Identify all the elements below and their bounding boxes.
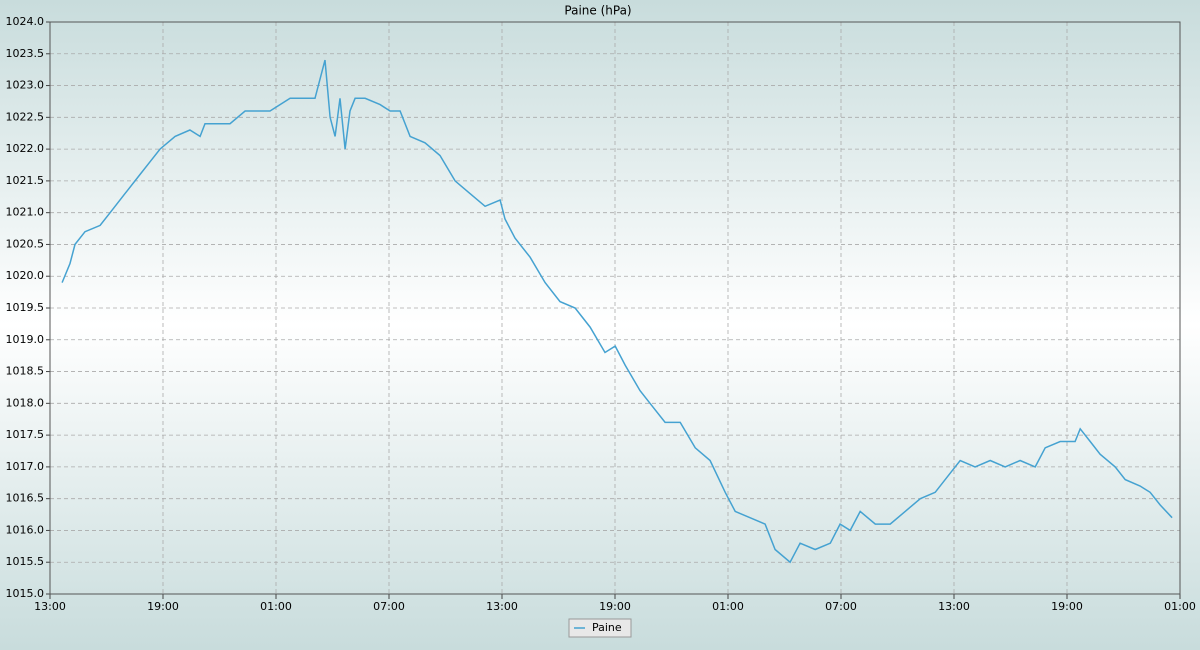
y-tick-label: 1020.0 <box>6 269 45 282</box>
y-tick-label: 1018.0 <box>6 396 45 409</box>
y-tick-label: 1016.0 <box>6 523 45 536</box>
y-tick-label: 1023.5 <box>6 47 45 60</box>
x-tick-label: 19:00 <box>599 600 631 613</box>
x-tick-label: 01:00 <box>712 600 744 613</box>
x-tick-label: 13:00 <box>34 600 66 613</box>
y-tick-label: 1021.5 <box>6 174 45 187</box>
legend-label: Paine <box>592 621 622 634</box>
y-tick-label: 1020.5 <box>6 237 45 250</box>
y-tick-label: 1019.0 <box>6 333 45 346</box>
y-tick-label: 1024.0 <box>6 15 45 28</box>
x-tick-label: 01:00 <box>1164 600 1196 613</box>
y-tick-label: 1022.5 <box>6 110 45 123</box>
y-tick-label: 1022.0 <box>6 142 45 155</box>
line <box>61 59 1173 564</box>
x-tick-label: 13:00 <box>486 600 518 613</box>
x-tick-label: 01:00 <box>260 600 292 613</box>
y-tick-label: 1016.5 <box>6 492 45 505</box>
y-tick-label: 1018.5 <box>6 365 45 378</box>
y-tick-label: 1017.5 <box>6 428 45 441</box>
y-tick-label: 1021.0 <box>6 206 45 219</box>
y-tick-label: 1019.5 <box>6 301 45 314</box>
y-tick-label: 1015.0 <box>6 587 45 600</box>
y-tick-label: 1017.0 <box>6 460 45 473</box>
x-tick-label: 07:00 <box>825 600 857 613</box>
legend-box <box>568 618 632 638</box>
x-tick-label: 19:00 <box>1051 600 1083 613</box>
chart-title: Paine (hPa) <box>564 4 631 18</box>
y-tick-label: 1015.5 <box>6 555 45 568</box>
x-tick-label: 07:00 <box>373 600 405 613</box>
y-tick-label: 1023.0 <box>6 79 45 92</box>
plot-frame <box>49 21 1181 595</box>
x-tick-label: 19:00 <box>147 600 179 613</box>
x-tick-label: 13:00 <box>938 600 970 613</box>
